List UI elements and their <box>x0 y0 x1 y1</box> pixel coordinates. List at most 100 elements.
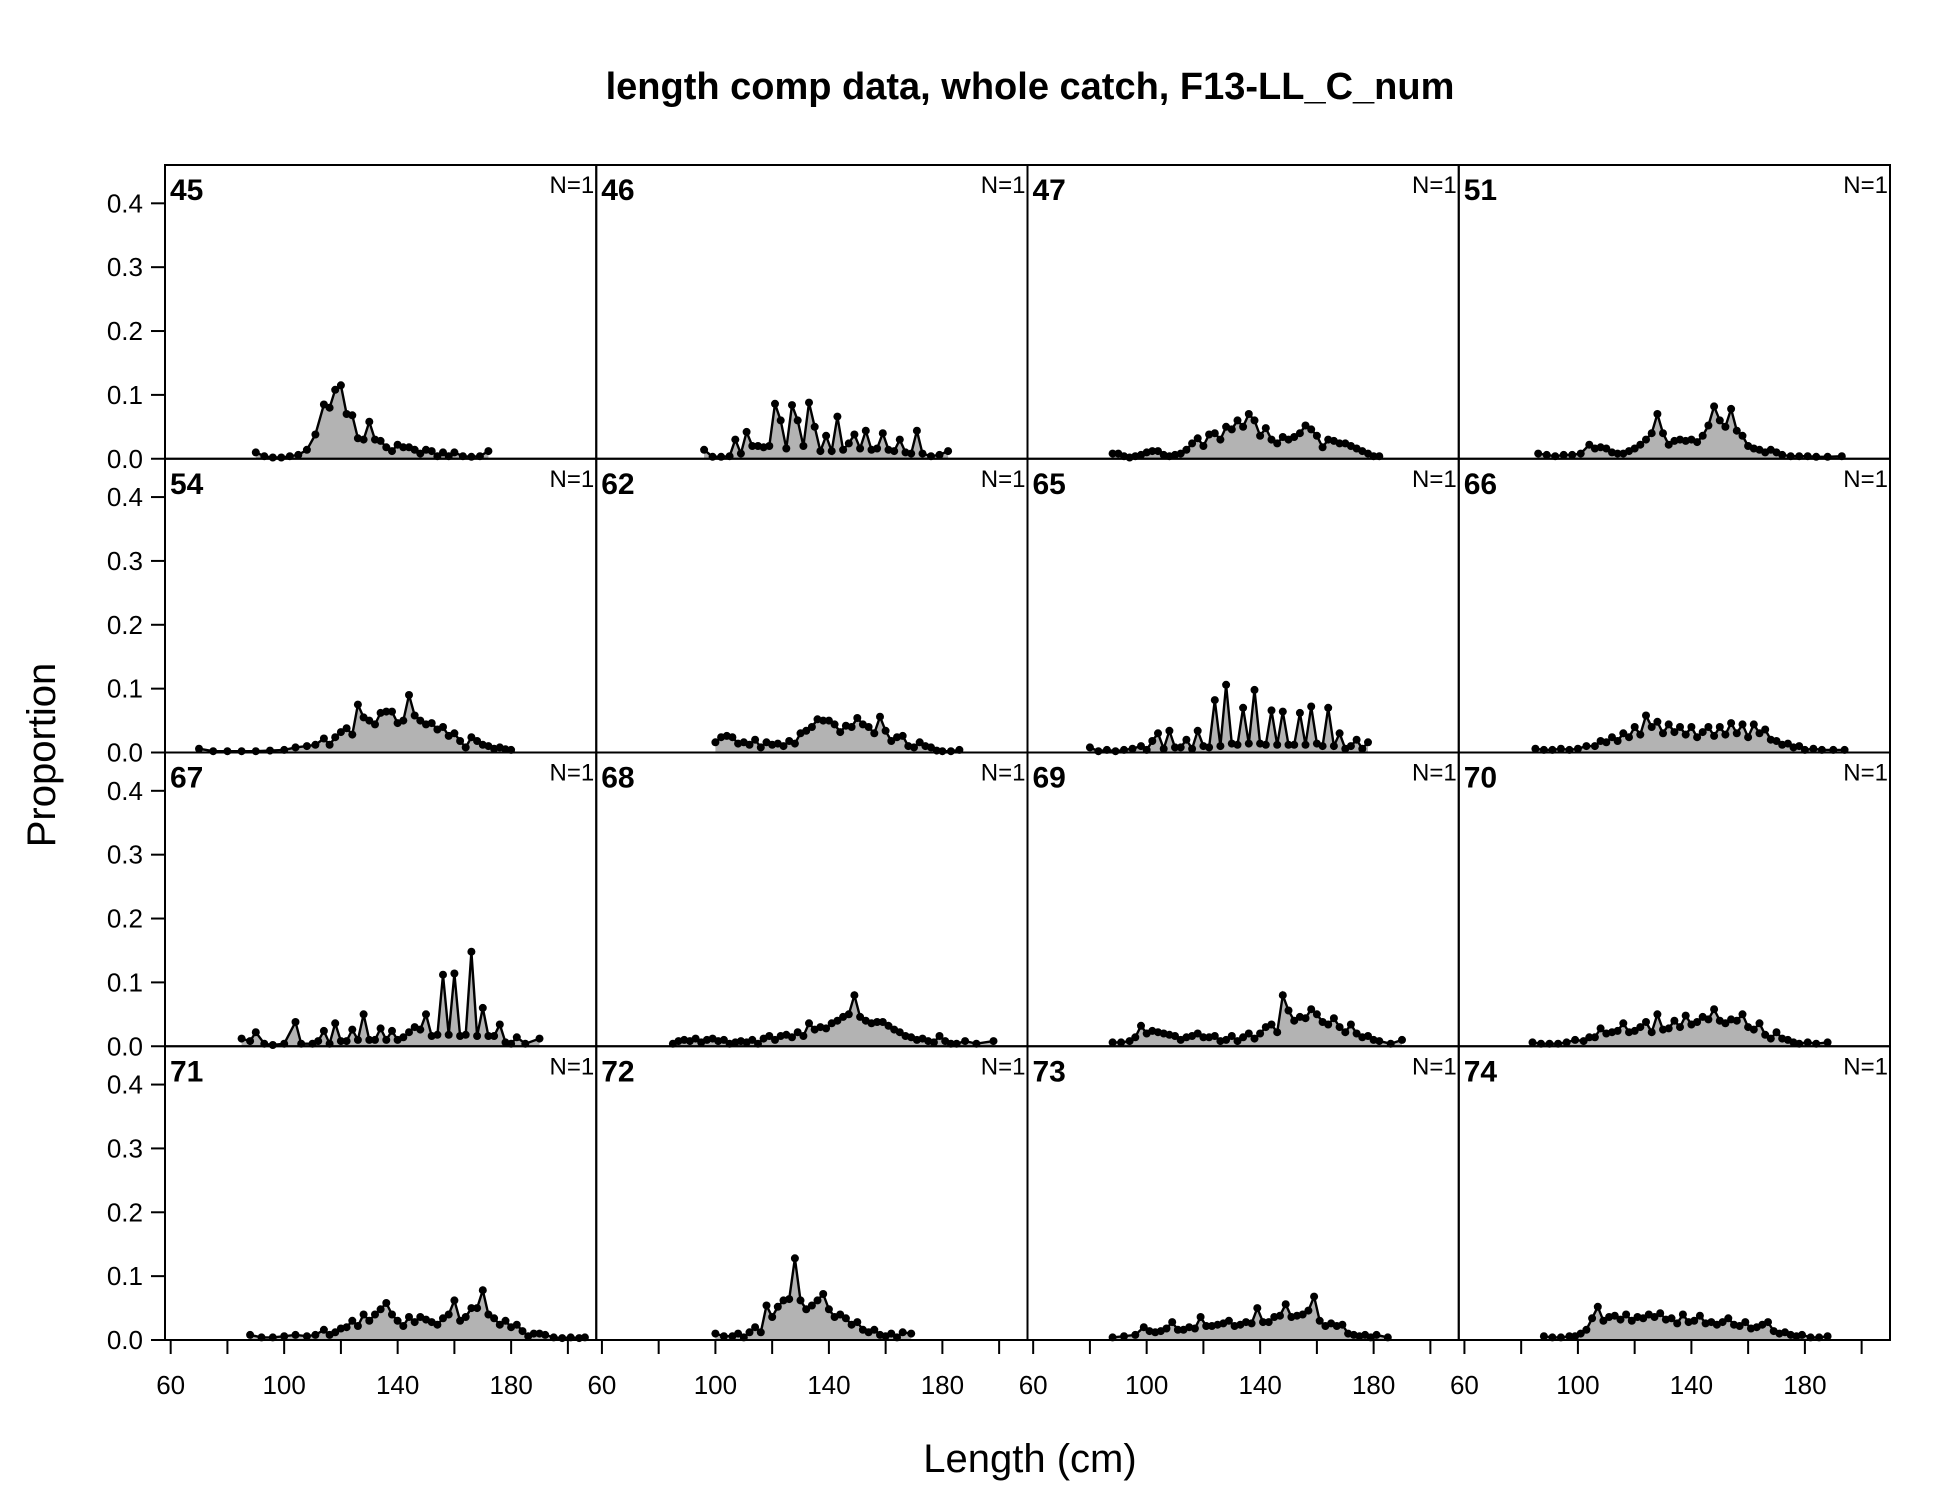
panel-67-point-16 <box>353 1035 362 1044</box>
panel-70-point-9 <box>1596 1024 1605 1033</box>
panel-74-point-31 <box>1724 1314 1733 1323</box>
panel-71-point-9 <box>331 1328 340 1337</box>
panel-66-point-5 <box>1573 744 1582 753</box>
panel-54-point-0 <box>195 744 203 753</box>
panel-71-point-37 <box>490 1314 499 1323</box>
panel-70-point-37 <box>1755 1019 1764 1028</box>
y-tick-label: 0.1 <box>107 380 143 410</box>
panel-70-point-4 <box>1562 1038 1571 1047</box>
panel-67-point-35 <box>461 1030 470 1039</box>
panel-74-point-47 <box>1823 1332 1832 1341</box>
panel-72-point-22 <box>841 1314 850 1323</box>
panel-65-point-33 <box>1290 740 1299 749</box>
panel-66-point-15 <box>1636 730 1645 739</box>
panel-74-point-9 <box>1599 1316 1608 1325</box>
panel-66-point-34 <box>1744 733 1753 742</box>
panel-72-point-15 <box>802 1305 811 1314</box>
panel-69-point-24 <box>1250 1034 1259 1043</box>
panel-47-point-34 <box>1301 421 1310 430</box>
panel-45-point-10 <box>331 385 340 394</box>
panel-74-point-34 <box>1741 1318 1750 1327</box>
panel-45-point-16 <box>365 417 374 426</box>
panel-54-point-24 <box>399 716 408 725</box>
panel-54-point-1 <box>209 747 218 756</box>
panel-69-point-27 <box>1267 1020 1276 1029</box>
panel-67-point-4 <box>268 1041 277 1049</box>
y-tick-label: 0.0 <box>107 1325 143 1355</box>
panel-66-point-27 <box>1704 723 1713 731</box>
y-tick-label: 0.0 <box>107 738 143 768</box>
panel-70-point-21 <box>1664 1024 1673 1033</box>
panel-47-point-8 <box>1154 447 1162 456</box>
panel-71-point-33 <box>467 1304 476 1313</box>
panel-65-point-0 <box>1085 743 1094 752</box>
panel-47-point-33 <box>1295 429 1304 438</box>
panel-67-point-31 <box>439 970 447 979</box>
panel-62-border <box>595 457 1029 754</box>
panel-54-border <box>164 457 598 754</box>
panel-67-point-20 <box>376 1024 385 1033</box>
panel-69-point-2 <box>1125 1037 1134 1046</box>
panel-n-label: N=1 <box>981 760 1026 787</box>
panel-74-point-3 <box>1565 1332 1574 1341</box>
panel-65-point-40 <box>1329 742 1338 751</box>
panel-66-point-0 <box>1531 744 1540 753</box>
panel-69-point-30 <box>1284 1006 1293 1015</box>
panel-68-point-22 <box>793 1028 802 1037</box>
panel-69-point-21 <box>1233 1037 1242 1046</box>
panel-73-area <box>1112 1296 1388 1340</box>
panel-71-point-41 <box>512 1320 521 1329</box>
x-tick-label: 100 <box>262 1370 305 1400</box>
panel-71-point-4 <box>291 1330 300 1339</box>
panel-70-point-26 <box>1693 1018 1702 1026</box>
panel-label: 54 <box>170 468 204 501</box>
y-axis-title: Proportion <box>20 663 64 848</box>
panel-51-point-17 <box>1647 429 1656 438</box>
panel-51-point-14 <box>1630 444 1639 453</box>
panel-72-point-27 <box>870 1325 879 1334</box>
panel-70-point-23 <box>1676 1023 1684 1032</box>
panel-69-point-25 <box>1256 1029 1265 1038</box>
panel-45-point-5 <box>294 450 303 459</box>
panel-74-point-38 <box>1764 1318 1772 1327</box>
panel-62-point-19 <box>819 716 828 725</box>
panel-46-point-35 <box>907 449 916 458</box>
panel-71-point-46 <box>541 1330 550 1339</box>
panel-69-point-39 <box>1335 1023 1344 1032</box>
y-tick-label: 0.3 <box>107 252 143 282</box>
panel-72-point-12 <box>785 1295 794 1304</box>
panel-46-point-40 <box>944 447 953 456</box>
panel-47-point-23 <box>1239 422 1248 431</box>
panel-69-point-40 <box>1341 1028 1350 1037</box>
panel-n-label: N=1 <box>550 466 595 493</box>
panel-54-point-7 <box>291 743 300 752</box>
panel-label: 67 <box>170 762 203 795</box>
panel-68-point-14 <box>748 1035 757 1044</box>
panel-68-border <box>595 751 1029 1048</box>
panel-68-point-18 <box>771 1035 779 1044</box>
y-tick-label: 0.0 <box>107 1031 143 1061</box>
panel-74: 74 N=1 <box>1457 1045 1891 1342</box>
panel-46-point-27 <box>861 426 870 435</box>
panel-69: 69 N=1 <box>1026 751 1460 1048</box>
panel-54-point-16 <box>353 700 362 709</box>
panel-66-point-45 <box>1809 744 1818 753</box>
panel-69-point-19 <box>1222 1035 1231 1044</box>
panel-66-point-29 <box>1715 723 1724 731</box>
panel-65-point-10 <box>1159 744 1168 753</box>
panel-72-point-16 <box>807 1301 816 1310</box>
panel-51-point-9 <box>1602 444 1611 453</box>
panel-45-point-9 <box>325 403 334 412</box>
panel-62-point-21 <box>830 720 839 729</box>
panel-51-point-28 <box>1710 402 1719 411</box>
panel-47-point-26 <box>1256 431 1265 440</box>
panel-74-point-6 <box>1582 1325 1591 1334</box>
panel-n-label: N=1 <box>550 760 595 787</box>
panel-71-point-17 <box>376 1305 385 1314</box>
panel-46-point-13 <box>782 444 791 453</box>
panel-65-point-34 <box>1295 708 1304 717</box>
panel-71-point-7 <box>319 1325 328 1334</box>
y-tick-label: 0.1 <box>107 674 143 704</box>
panel-66-point-6 <box>1582 742 1591 751</box>
panel-65-point-29 <box>1267 706 1276 715</box>
